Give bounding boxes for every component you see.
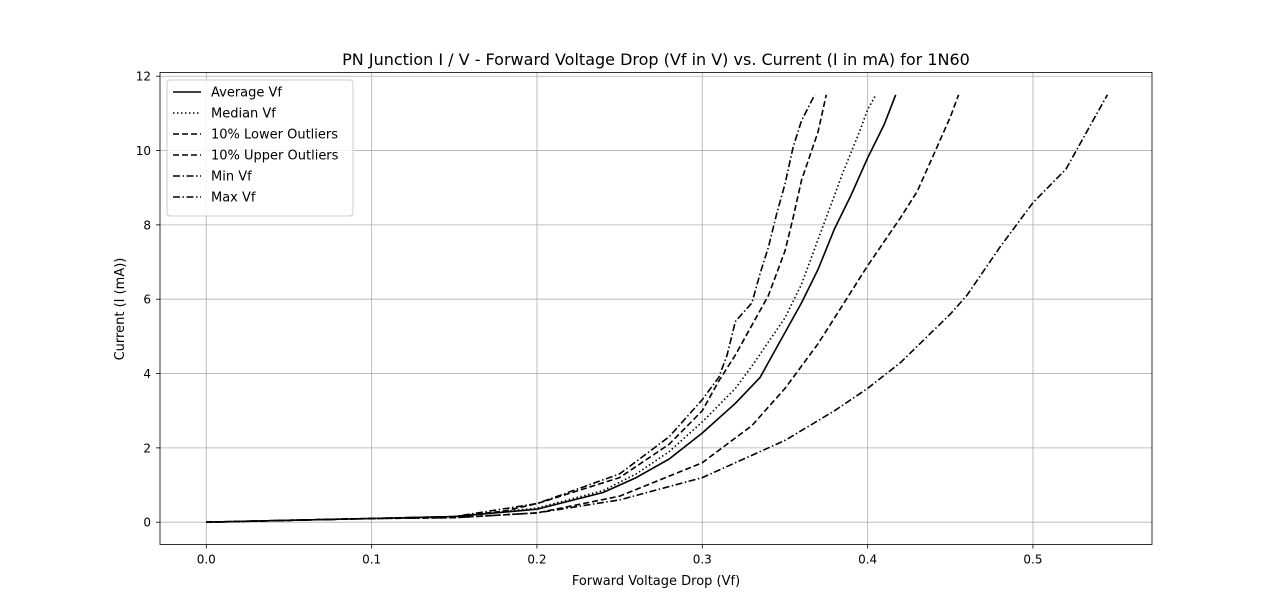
y-axis-ticks: 0 2 4 6 8 10 12 [136, 70, 160, 530]
legend-label: 10% Upper Outliers [211, 149, 339, 164]
y-tick-label: 10 [136, 144, 151, 158]
legend-label: 10% Lower Outliers [211, 128, 338, 143]
x-tick-label: 0.4 [858, 553, 877, 567]
y-tick-label: 2 [143, 441, 151, 455]
legend-label: Min Vf [211, 170, 252, 185]
series-layer [206, 94, 1109, 523]
legend-label: Average Vf [211, 86, 282, 101]
y-tick-label: 4 [143, 367, 151, 381]
legend-label: Max Vf [211, 191, 256, 206]
series-line-6 [206, 94, 1109, 523]
y-axis-label: Current (I (mA)) [113, 258, 128, 361]
x-axis-ticks: 0.0 0.1 0.2 0.3 0.4 0.5 [197, 544, 1043, 567]
y-tick-label: 8 [143, 218, 151, 232]
legend-label: Median Vf [211, 107, 276, 122]
legend-box [166, 79, 354, 217]
x-tick-label: 0.1 [362, 553, 381, 567]
grid [160, 72, 1152, 545]
y-tick-label: 12 [136, 70, 151, 84]
series-line-5 [206, 94, 816, 523]
legend: Average Vf Median Vf 10% Lower Outliers 10%… [166, 79, 354, 217]
x-tick-label: 0.0 [197, 553, 216, 567]
y-tick-label: 0 [143, 516, 151, 530]
x-tick-label: 0.5 [1023, 553, 1042, 567]
x-tick-label: 0.3 [693, 553, 712, 567]
plot-frame [159, 72, 1153, 545]
x-tick-label: 0.2 [527, 553, 546, 567]
chart-title: PN Junction I / V - Forward Voltage Drop… [342, 50, 970, 69]
y-tick-label: 6 [143, 293, 151, 307]
x-axis-label: Forward Voltage Drop (Vf) [572, 574, 740, 589]
